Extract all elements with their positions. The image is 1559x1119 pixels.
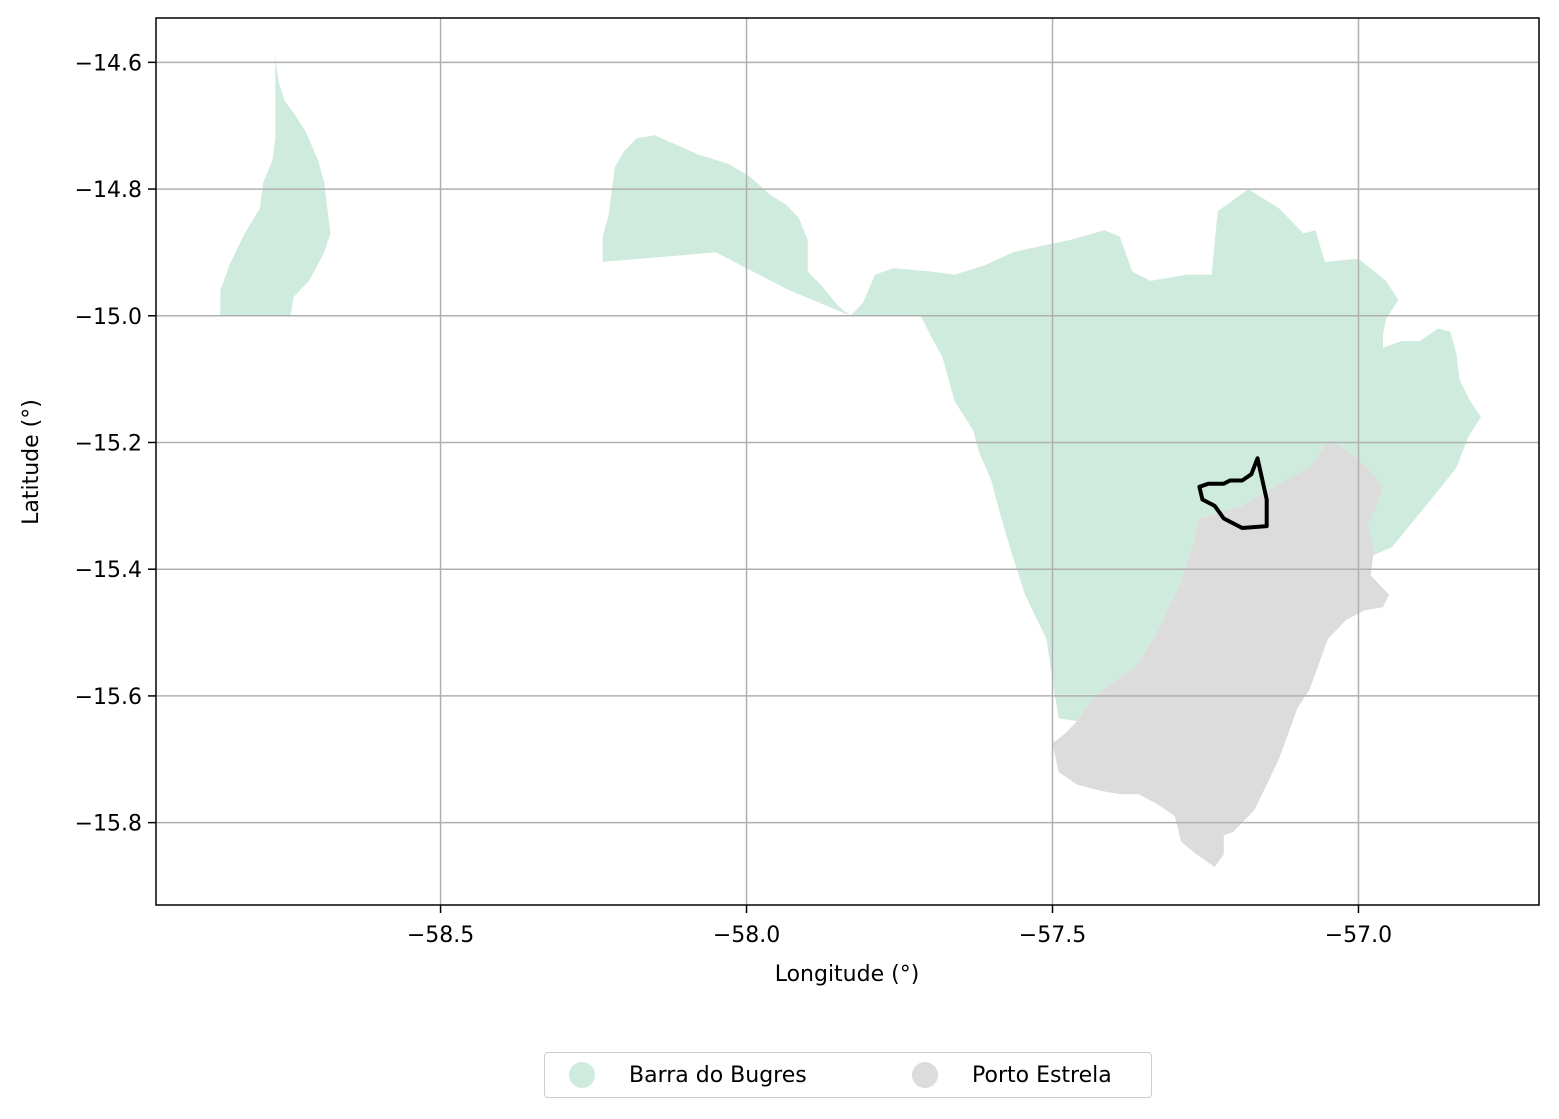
y-tick-label: −15.8 bbox=[75, 812, 142, 837]
outline-layer bbox=[1197, 456, 1269, 530]
y-tick-label: −15.0 bbox=[75, 305, 142, 330]
legend-swatch-porto-estrela bbox=[912, 1062, 938, 1088]
legend-item-barra-do-bugres: Barra do Bugres bbox=[569, 1053, 807, 1097]
x-axis-label: Longitude (°) bbox=[775, 962, 920, 987]
x-axis: −58.5 −58.0 −57.5 −57.0 bbox=[407, 905, 1392, 948]
x-tick-label: −57.0 bbox=[1325, 923, 1392, 948]
y-tick-label: −15.6 bbox=[75, 685, 142, 710]
y-tick-label: −14.8 bbox=[75, 178, 142, 203]
grid-layer bbox=[156, 18, 1539, 905]
legend-label-barra-do-bugres: Barra do Bugres bbox=[629, 1062, 807, 1088]
x-tick-label: −58.5 bbox=[407, 923, 474, 948]
y-axis-label: Latitude (°) bbox=[19, 399, 44, 525]
regions-layer bbox=[220, 56, 1481, 867]
highlight-outline bbox=[1197, 456, 1269, 530]
x-tick-label: −57.5 bbox=[1019, 923, 1086, 948]
plot-frame bbox=[155, 17, 1540, 906]
legend-item-porto-estrela: Porto Estrela bbox=[912, 1053, 1112, 1097]
y-tick-label: −14.6 bbox=[75, 51, 142, 76]
x-tick-label: −58.0 bbox=[713, 923, 780, 948]
region-barra-do-bugres-part-2 bbox=[602, 135, 1481, 722]
region-porto-estrela-part-1 bbox=[1052, 442, 1390, 867]
y-tick-label: −15.2 bbox=[75, 431, 142, 456]
y-tick-label: −15.4 bbox=[75, 558, 142, 583]
legend-label-porto-estrela: Porto Estrela bbox=[972, 1062, 1112, 1088]
legend-swatch-barra-do-bugres bbox=[569, 1062, 595, 1088]
legend: Barra do Bugres Porto Estrela bbox=[544, 1052, 1152, 1098]
region-barra-do-bugres-part-1 bbox=[220, 56, 331, 316]
y-axis: −14.6 −14.8 −15.0 −15.2 −15.4 −15.6 −15.8 bbox=[75, 51, 156, 837]
